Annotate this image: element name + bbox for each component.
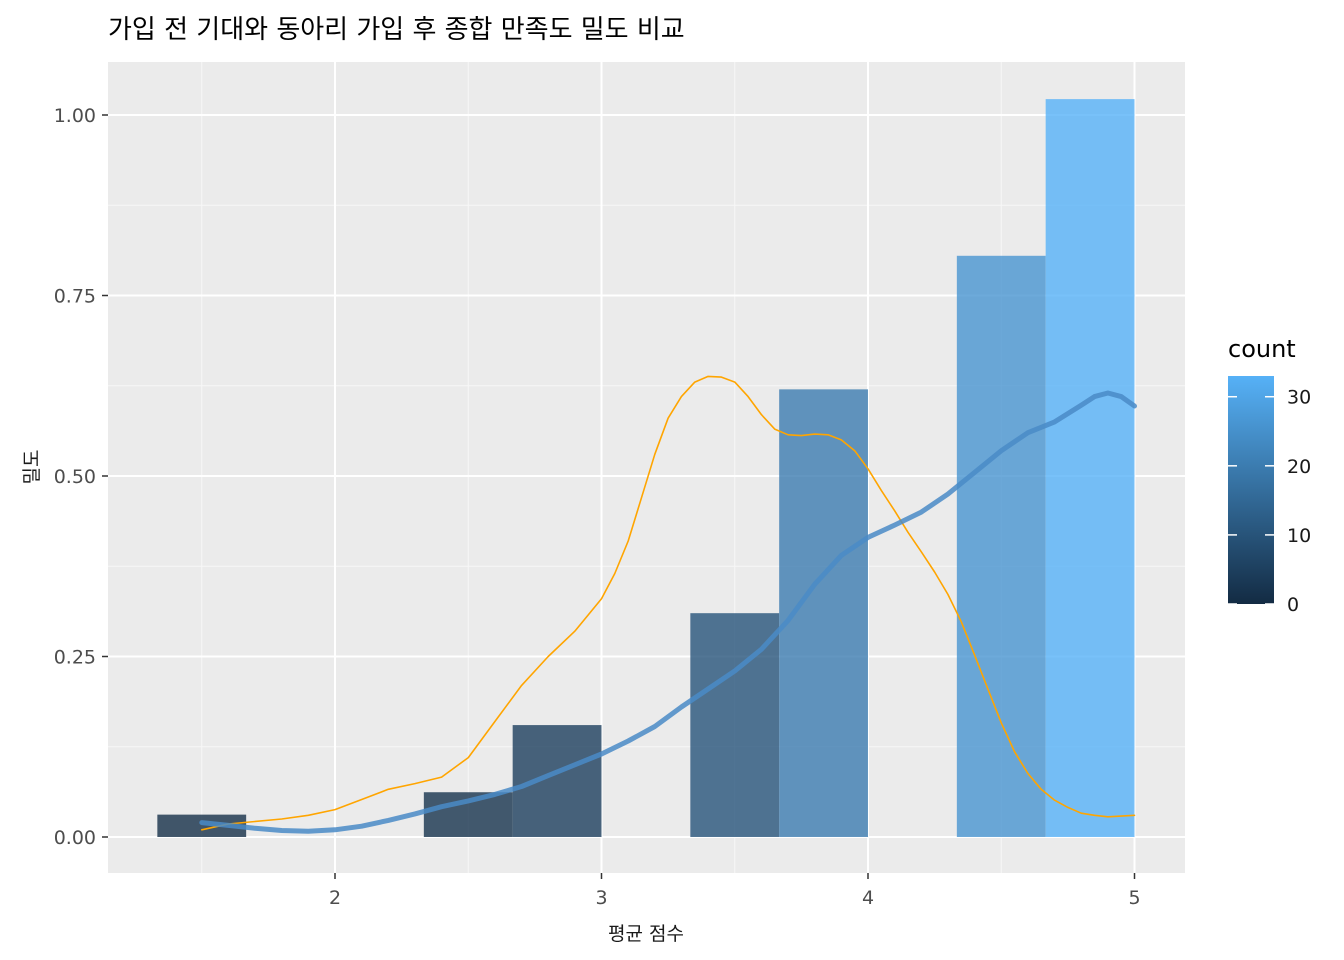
histogram-bar: [512, 725, 602, 837]
legend-tick-label: 20: [1287, 456, 1311, 478]
color-legend: count 0 10 20 30: [1228, 335, 1311, 616]
y-tick-label: 0.25: [54, 647, 96, 669]
y-tick-label: 0.00: [54, 827, 96, 849]
legend-title: count: [1228, 335, 1296, 363]
histogram-bar: [157, 814, 247, 837]
x-axis: 2 3 4 5: [329, 873, 1141, 909]
y-axis-title: 밀도: [21, 450, 43, 485]
chart-title: 가입 전 기대와 동아리 가입 후 종합 만족도 밀도 비교: [108, 15, 685, 45]
x-axis-title: 평균 점수: [608, 923, 684, 945]
histogram-bar: [690, 613, 780, 837]
x-tick-label: 5: [1128, 887, 1140, 909]
density-curves: [199, 375, 1137, 834]
density-curve-orange: [201, 375, 1136, 831]
histogram-bar: [1045, 99, 1135, 838]
legend-tick-label: 30: [1287, 387, 1311, 409]
y-axis: 0.00 0.25 0.50 0.75 1.00: [54, 105, 108, 849]
legend-tick-label: 10: [1287, 525, 1311, 547]
y-tick-label: 0.75: [54, 286, 96, 308]
density-curve-blue: [199, 390, 1137, 834]
y-tick-label: 1.00: [54, 105, 96, 127]
legend-ticks: 0 10 20 30: [1228, 387, 1311, 616]
x-tick-label: 4: [862, 887, 874, 909]
x-tick-label: 2: [329, 887, 341, 909]
y-tick-label: 0.50: [54, 466, 96, 488]
histogram-bar: [956, 255, 1046, 838]
x-tick-label: 3: [595, 887, 607, 909]
legend-colorbar: [1228, 376, 1274, 604]
legend-tick-label: 0: [1287, 594, 1299, 616]
